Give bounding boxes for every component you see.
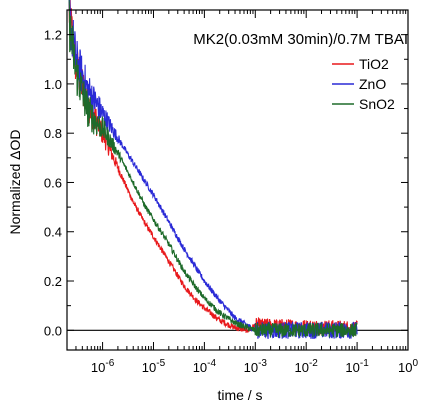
series-layer	[68, 0, 358, 339]
legend: TiO2 ZnO SnO2	[332, 56, 395, 112]
series-line-tio2	[68, 0, 358, 337]
chart-annotation: MK2(0.03mM 30min)/0.7M TBAI	[193, 31, 408, 48]
x-tick-label: 10-1	[345, 358, 369, 375]
y-tick-label: 0.8	[44, 126, 62, 141]
legend-label-tio2: TiO2	[359, 56, 389, 72]
y-tick-label: 0.2	[44, 274, 62, 289]
y-tick-label: 0.6	[44, 175, 62, 190]
x-tick-label: 100	[398, 358, 418, 375]
x-tick-label: 10-5	[142, 358, 166, 375]
legend-label-sno2: SnO2	[359, 96, 395, 112]
y-tick-label: 0.4	[44, 225, 62, 240]
series-line-sno2	[68, 0, 358, 339]
x-axis-title: time / s	[217, 387, 262, 403]
y-tick-label: 1.2	[44, 28, 62, 43]
y-tick-label: 1.0	[44, 77, 62, 92]
x-tick-label: 10-3	[244, 358, 268, 375]
plot-frame	[66, 9, 409, 351]
series-line-zno	[68, 0, 358, 339]
y-tick-label: 0.0	[44, 323, 62, 338]
x-tick-label: 10-2	[295, 358, 319, 375]
x-tick-label: 10-4	[193, 358, 217, 375]
legend-label-zno: ZnO	[359, 76, 386, 92]
y-axis-title: Normalized ΔOD	[7, 129, 23, 234]
x-tick-label: 10-6	[91, 358, 115, 375]
